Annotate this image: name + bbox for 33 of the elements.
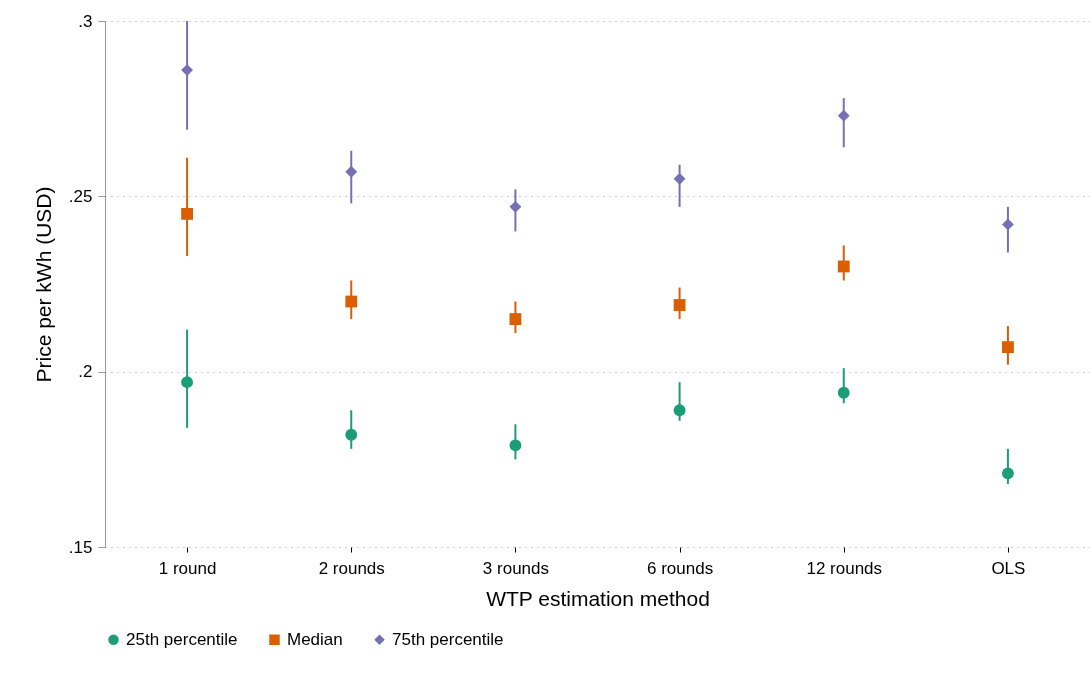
y-tick-label: .2 (78, 362, 93, 382)
point (837, 260, 850, 273)
point (837, 386, 850, 399)
x-tick-label: 2 rounds (318, 558, 385, 578)
point (509, 439, 522, 452)
point (837, 109, 850, 122)
point (181, 64, 193, 77)
point (181, 207, 193, 220)
point (1002, 467, 1014, 480)
x-tick-label: 6 rounds (647, 558, 714, 578)
y-tick-label: .25 (68, 186, 93, 206)
point (509, 200, 522, 213)
x-tick-label: 3 rounds (482, 558, 549, 578)
point (673, 299, 686, 311)
x-axis-title: WTP estimation method (486, 586, 710, 610)
x-tick-label: 12 rounds (806, 558, 883, 578)
legend-label: 25th percentile (126, 629, 238, 649)
legend-label: 75th percentile (392, 629, 504, 649)
x-tick-label: 1 round (158, 558, 217, 578)
point (1002, 218, 1014, 231)
point (673, 404, 686, 417)
point (345, 165, 358, 178)
y-tick-label: .15 (68, 537, 93, 557)
point (181, 376, 193, 389)
point (509, 313, 522, 325)
point (673, 172, 686, 185)
point (345, 295, 358, 308)
y-axis-title: Price per kWh (USD) (31, 186, 55, 383)
x-tick-label: OLS (991, 558, 1026, 578)
legend-label: Median (287, 629, 343, 649)
point (1002, 341, 1014, 354)
y-tick-label: .3 (78, 11, 93, 31)
point (345, 428, 358, 441)
